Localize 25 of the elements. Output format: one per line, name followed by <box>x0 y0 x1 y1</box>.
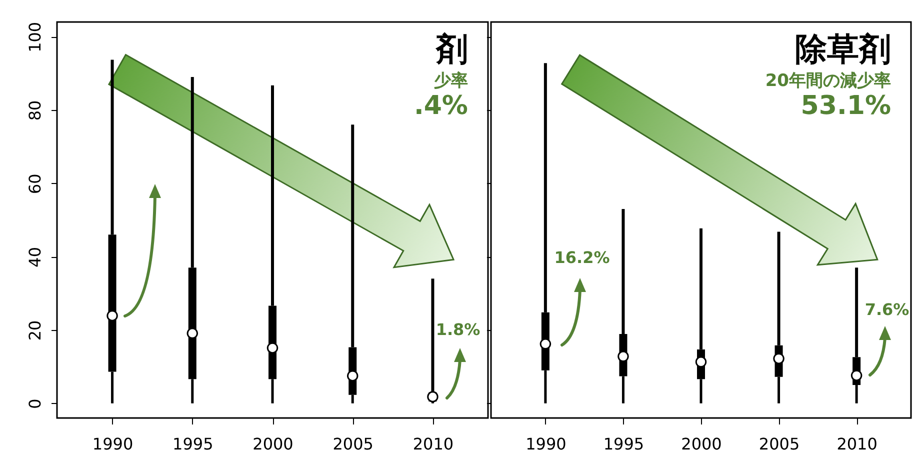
annotation: 53.1% <box>800 91 891 121</box>
annotation: .4% <box>414 91 468 121</box>
text: 20年間の減少率 <box>765 71 891 91</box>
y-tick-label: 80 <box>26 100 44 121</box>
x-tick-label: 2010 <box>412 434 454 454</box>
text: 少率 <box>434 71 468 91</box>
annotation: 7.6% <box>864 300 910 319</box>
x-tick-label: 2005 <box>758 434 800 454</box>
annotation: 16.2% <box>554 248 610 267</box>
y-tick-label: 40 <box>26 246 44 268</box>
y-tick-label: 100 <box>26 22 44 52</box>
x-tick-label: 1995 <box>172 434 214 454</box>
y-tick-label: 0 <box>26 398 44 409</box>
x-tick-label: 2000 <box>252 434 294 454</box>
x-tick-label: 2005 <box>332 434 374 454</box>
annotation: 1.8% <box>436 320 480 339</box>
chart-title: 除草剤 <box>795 30 891 68</box>
x-tick-label: 2000 <box>681 434 722 454</box>
x-tick-label: 1995 <box>603 434 644 454</box>
x-tick-label: 2010 <box>836 434 878 454</box>
chart-title: 剤 <box>435 30 468 68</box>
y-tick-label: 20 <box>26 320 44 341</box>
y-tick-label: 60 <box>26 174 44 194</box>
x-tick-label: 1990 <box>92 434 134 454</box>
x-tick-label: 1990 <box>526 434 566 454</box>
